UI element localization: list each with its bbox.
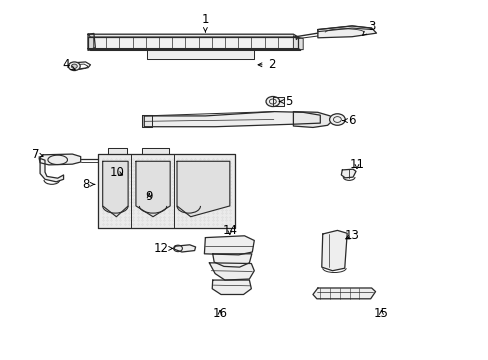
Polygon shape [88, 34, 298, 37]
Text: 11: 11 [349, 158, 364, 171]
Circle shape [68, 62, 80, 71]
Polygon shape [341, 169, 355, 178]
Text: 12: 12 [154, 242, 172, 255]
Polygon shape [293, 112, 332, 127]
Circle shape [265, 96, 279, 107]
Text: 13: 13 [344, 229, 359, 242]
Polygon shape [321, 230, 346, 271]
Polygon shape [174, 245, 195, 252]
Polygon shape [107, 148, 127, 154]
Text: 7: 7 [32, 148, 43, 161]
Text: 14: 14 [222, 224, 237, 237]
Polygon shape [317, 26, 371, 32]
Text: 4: 4 [62, 58, 75, 71]
Polygon shape [209, 263, 254, 280]
Polygon shape [212, 254, 251, 267]
Text: 1: 1 [201, 13, 209, 32]
Polygon shape [102, 161, 128, 217]
Polygon shape [293, 36, 303, 50]
Text: 16: 16 [212, 307, 227, 320]
Polygon shape [317, 26, 376, 38]
Text: 9: 9 [145, 190, 153, 203]
Polygon shape [39, 154, 81, 165]
Polygon shape [88, 33, 95, 50]
Polygon shape [272, 97, 283, 106]
Polygon shape [204, 236, 254, 255]
Polygon shape [146, 50, 254, 59]
Text: 6: 6 [342, 114, 355, 127]
Polygon shape [177, 161, 229, 217]
Text: 8: 8 [81, 178, 95, 191]
Polygon shape [98, 154, 234, 228]
Polygon shape [144, 112, 320, 127]
Polygon shape [312, 288, 375, 299]
Polygon shape [212, 280, 251, 294]
Polygon shape [88, 37, 298, 49]
Text: 3: 3 [362, 21, 375, 35]
Text: 10: 10 [110, 166, 124, 179]
Polygon shape [88, 49, 300, 50]
Text: 2: 2 [258, 58, 275, 71]
Text: 5: 5 [279, 95, 292, 108]
Polygon shape [136, 161, 170, 217]
Circle shape [329, 114, 345, 125]
Polygon shape [142, 115, 151, 127]
Polygon shape [142, 148, 168, 154]
Circle shape [71, 64, 77, 68]
Polygon shape [40, 158, 63, 182]
Text: 15: 15 [373, 307, 388, 320]
